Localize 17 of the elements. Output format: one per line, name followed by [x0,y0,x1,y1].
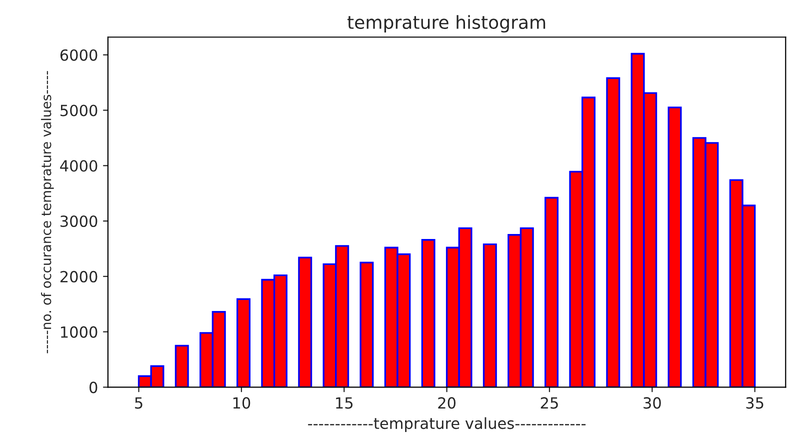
y-tick-label: 2000 [60,270,98,282]
y-tick-label: 3000 [60,215,98,228]
y-axis-title: -----no. of occurance temprature values----- [41,71,54,354]
x-tick-label: 25 [540,397,558,409]
x-tick-label: 35 [746,397,764,409]
chart-title: temprature histogram [347,15,546,33]
x-tick-label: 5 [135,397,142,409]
y-tick-label: 6000 [60,49,98,61]
y-tick-label: 4000 [60,160,98,172]
y-tick-label: 1000 [61,326,98,338]
x-tick-label: 15 [336,397,353,409]
y-tick-label: 0 [90,382,98,394]
x-tick-label: 20 [438,397,456,409]
x-axis-title: ------------temprature values------------- [308,417,586,432]
x-tick-label: 10 [233,397,250,409]
y-tick-label: 5000 [60,104,98,116]
x-tick-label: 30 [644,397,661,409]
